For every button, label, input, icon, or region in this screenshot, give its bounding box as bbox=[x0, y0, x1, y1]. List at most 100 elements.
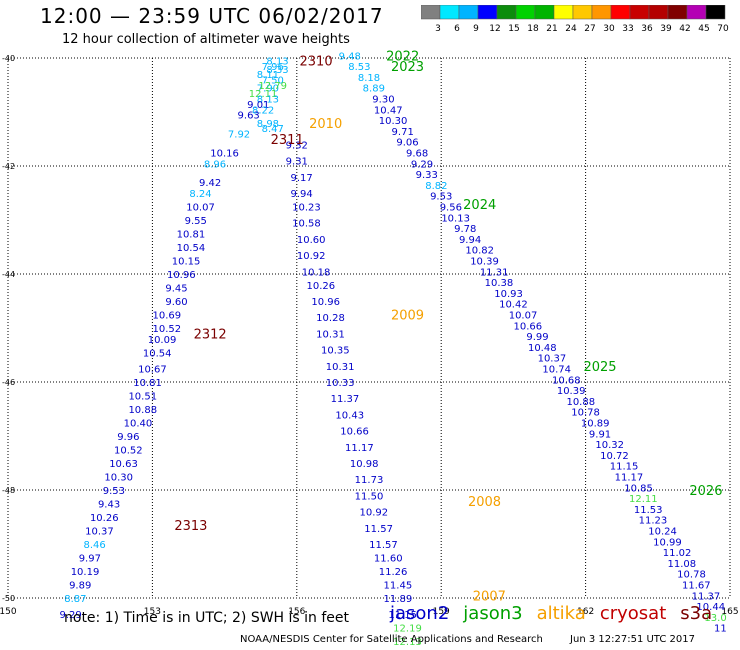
swh-value-2310: 8.96 bbox=[204, 159, 226, 170]
color-scale-label: 6 bbox=[454, 24, 460, 33]
swh-value-2022: 9.30 bbox=[372, 95, 394, 106]
color-scale-label: 42 bbox=[679, 24, 690, 33]
swh-value-2022: 9.99 bbox=[526, 332, 548, 343]
swh-value-2022: 10.37 bbox=[538, 354, 567, 365]
swh-value-2022: 10.78 bbox=[571, 408, 600, 419]
legend-item-cryosat: cryosat bbox=[599, 603, 667, 624]
swh-value-2010: 11.57 bbox=[364, 524, 393, 535]
swh-value-2022: 8.89 bbox=[363, 84, 385, 95]
pass-label: 2026 bbox=[689, 484, 722, 499]
swh-value-2022: 10.13 bbox=[441, 213, 470, 224]
swh-value-2010: 11.73 bbox=[355, 475, 384, 486]
x-tick-label: 162 bbox=[577, 607, 594, 617]
swh-value-2310: 10.69 bbox=[153, 311, 182, 322]
swh-value-2022: 9.53 bbox=[430, 192, 452, 203]
swh-value-2310: 8.33 bbox=[266, 65, 288, 76]
swh-value-2022: 8.18 bbox=[358, 73, 380, 84]
swh-value-2310: 10.40 bbox=[124, 419, 153, 430]
swh-value-2022: 9.71 bbox=[392, 127, 414, 138]
swh-value-2010: 11.45 bbox=[384, 581, 413, 592]
swh-value-2310: 9.45 bbox=[165, 284, 187, 295]
swh-value-2022: 9.29 bbox=[411, 159, 433, 170]
swh-value-2010: 10.31 bbox=[316, 329, 345, 340]
swh-value-2310: 8.11 bbox=[257, 70, 279, 81]
color-scale-label: 33 bbox=[622, 24, 633, 33]
swh-value-2310: 10.37 bbox=[85, 527, 114, 538]
swh-value-2022: 11.31 bbox=[480, 267, 509, 278]
color-scale-label: 36 bbox=[641, 24, 653, 33]
pass-label: 2313 bbox=[174, 519, 207, 534]
notes-text: note: 1) Time is in UTC; 2) SWH is in fe… bbox=[64, 610, 350, 626]
swh-value-2022: 10.39 bbox=[557, 386, 586, 397]
swh-value-2310: 10.81 bbox=[133, 378, 162, 389]
swh-value-2310: 10.30 bbox=[104, 473, 133, 484]
swh-value-2010: 10.31 bbox=[326, 362, 355, 373]
y-tick-label: -40 bbox=[2, 54, 15, 63]
swh-value-2022: 10.48 bbox=[528, 343, 557, 354]
pass-label: 2310 bbox=[300, 55, 333, 70]
swh-value-2310: 9.43 bbox=[98, 500, 120, 511]
swh-value-2010: 10.26 bbox=[307, 281, 336, 292]
swh-value-2022: 10.44 bbox=[696, 602, 725, 613]
swh-value-2310: 9.97 bbox=[79, 554, 101, 565]
swh-value-2010: 10.66 bbox=[340, 427, 369, 438]
swh-value-2310: 10.07 bbox=[186, 203, 215, 214]
swh-value-2310: 9.42 bbox=[199, 178, 221, 189]
swh-value-2022: 10.85 bbox=[624, 483, 653, 494]
swh-value-2022: 11.02 bbox=[663, 548, 692, 559]
swh-value-2010: 10.92 bbox=[297, 251, 326, 262]
swh-value-2310: 9.96 bbox=[117, 432, 139, 443]
timestamp-text: Jun 3 12:27:51 UTC 2017 bbox=[570, 634, 695, 645]
color-scale-label: 27 bbox=[584, 24, 595, 33]
swh-value-2010: 11.17 bbox=[345, 443, 374, 454]
swh-value-2310: 10.67 bbox=[138, 365, 167, 376]
swh-value-2310: 12.11 bbox=[249, 89, 278, 100]
swh-value-2010: 10.18 bbox=[302, 267, 331, 278]
swh-value-2010: 10.28 bbox=[316, 313, 345, 324]
color-scale-label: 9 bbox=[473, 24, 479, 33]
swh-value-2310: 10.81 bbox=[177, 230, 206, 241]
swh-value-2010: 10.35 bbox=[321, 346, 350, 357]
swh-value-2310: 10.52 bbox=[114, 446, 143, 457]
swh-value-2022: 9.33 bbox=[416, 170, 438, 181]
legend-item-altika: altika bbox=[536, 603, 586, 624]
swh-value-2022: 8.53 bbox=[348, 62, 370, 73]
y-tick-label: -46 bbox=[2, 378, 15, 387]
swh-value-2022: 10.07 bbox=[509, 311, 538, 322]
swh-value-2022: 9.91 bbox=[589, 429, 611, 440]
swh-value-2022: 11.17 bbox=[615, 473, 644, 484]
swh-value-2310: 10.09 bbox=[148, 335, 177, 346]
swh-value-2022: 10.66 bbox=[514, 321, 543, 332]
swh-value-2010: 10.43 bbox=[335, 410, 364, 421]
swh-value-2310: 9.29 bbox=[59, 610, 81, 621]
swh-value-2010: 10.98 bbox=[350, 459, 379, 470]
swh-value-2310: 10.54 bbox=[143, 348, 172, 359]
swh-value-2310: 10.54 bbox=[177, 243, 206, 254]
swh-value-2310: 8.46 bbox=[84, 540, 106, 551]
pass-label: 2023 bbox=[391, 60, 424, 75]
x-tick-label: 165 bbox=[721, 607, 738, 617]
color-scale-label: 3 bbox=[435, 24, 441, 33]
pass-label: 2008 bbox=[468, 495, 501, 510]
swh-value-2310: 10.63 bbox=[109, 459, 138, 470]
swh-value-2022: 9.94 bbox=[459, 235, 481, 246]
swh-value-2022: 10.32 bbox=[595, 440, 624, 451]
pass-label: 2311 bbox=[271, 133, 304, 148]
swh-value-2022: 11.15 bbox=[610, 462, 639, 473]
data-points: 8.137.968.338.117.507.9012.7912.118.139.… bbox=[59, 51, 726, 648]
swh-value-2010: 10.33 bbox=[326, 378, 355, 389]
legend-item-jason2: jason2 bbox=[390, 603, 450, 624]
swh-value-2022: 10.39 bbox=[470, 257, 499, 268]
color-scale-label: 70 bbox=[717, 24, 729, 33]
pass-label: 2007 bbox=[473, 589, 506, 604]
swh-value-2310: 10.19 bbox=[71, 567, 100, 578]
swh-value-2010: 11.57 bbox=[369, 540, 398, 551]
swh-value-2022: 8.82 bbox=[425, 181, 447, 192]
swh-value-2010: 11.15 bbox=[388, 610, 417, 621]
swh-value-2010: 10.58 bbox=[292, 219, 321, 230]
swh-value-2022: 10.72 bbox=[600, 451, 629, 462]
footer: NOAA/NESDIS Center for Satellite Applica… bbox=[240, 634, 719, 645]
swh-value-2022: 11.08 bbox=[668, 559, 697, 570]
swh-value-2310: 7.96 bbox=[262, 62, 284, 73]
